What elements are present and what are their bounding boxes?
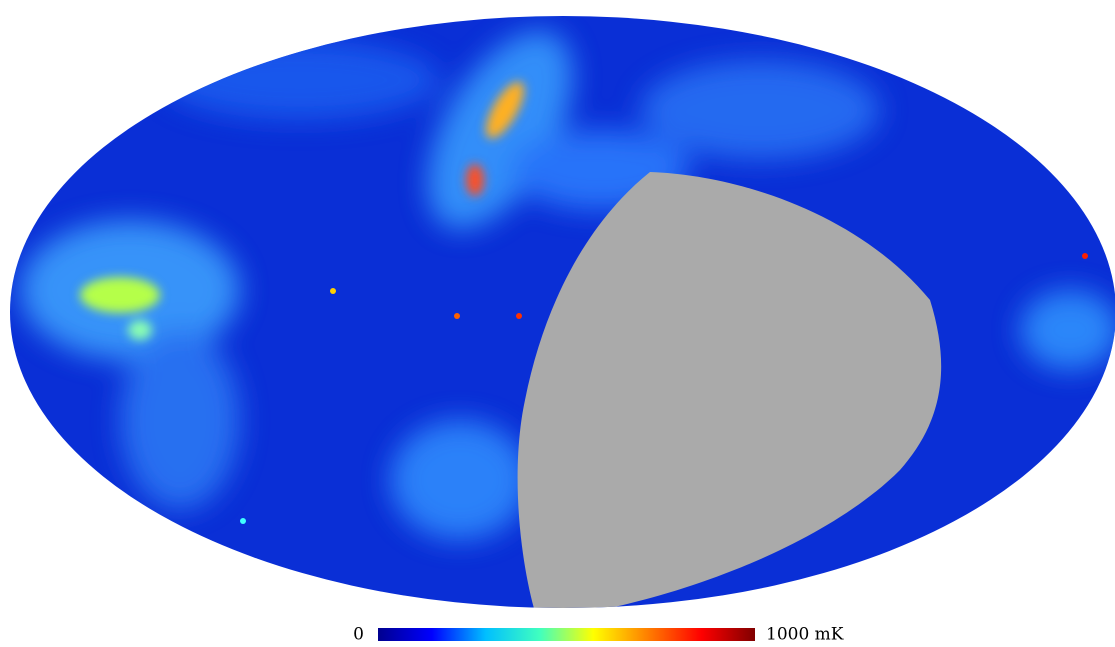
masked-region bbox=[517, 172, 942, 608]
colorbar-min-label: 0 bbox=[353, 625, 364, 645]
colorbar-max-label: 1000 mK bbox=[766, 625, 844, 645]
colorbar bbox=[378, 628, 755, 641]
